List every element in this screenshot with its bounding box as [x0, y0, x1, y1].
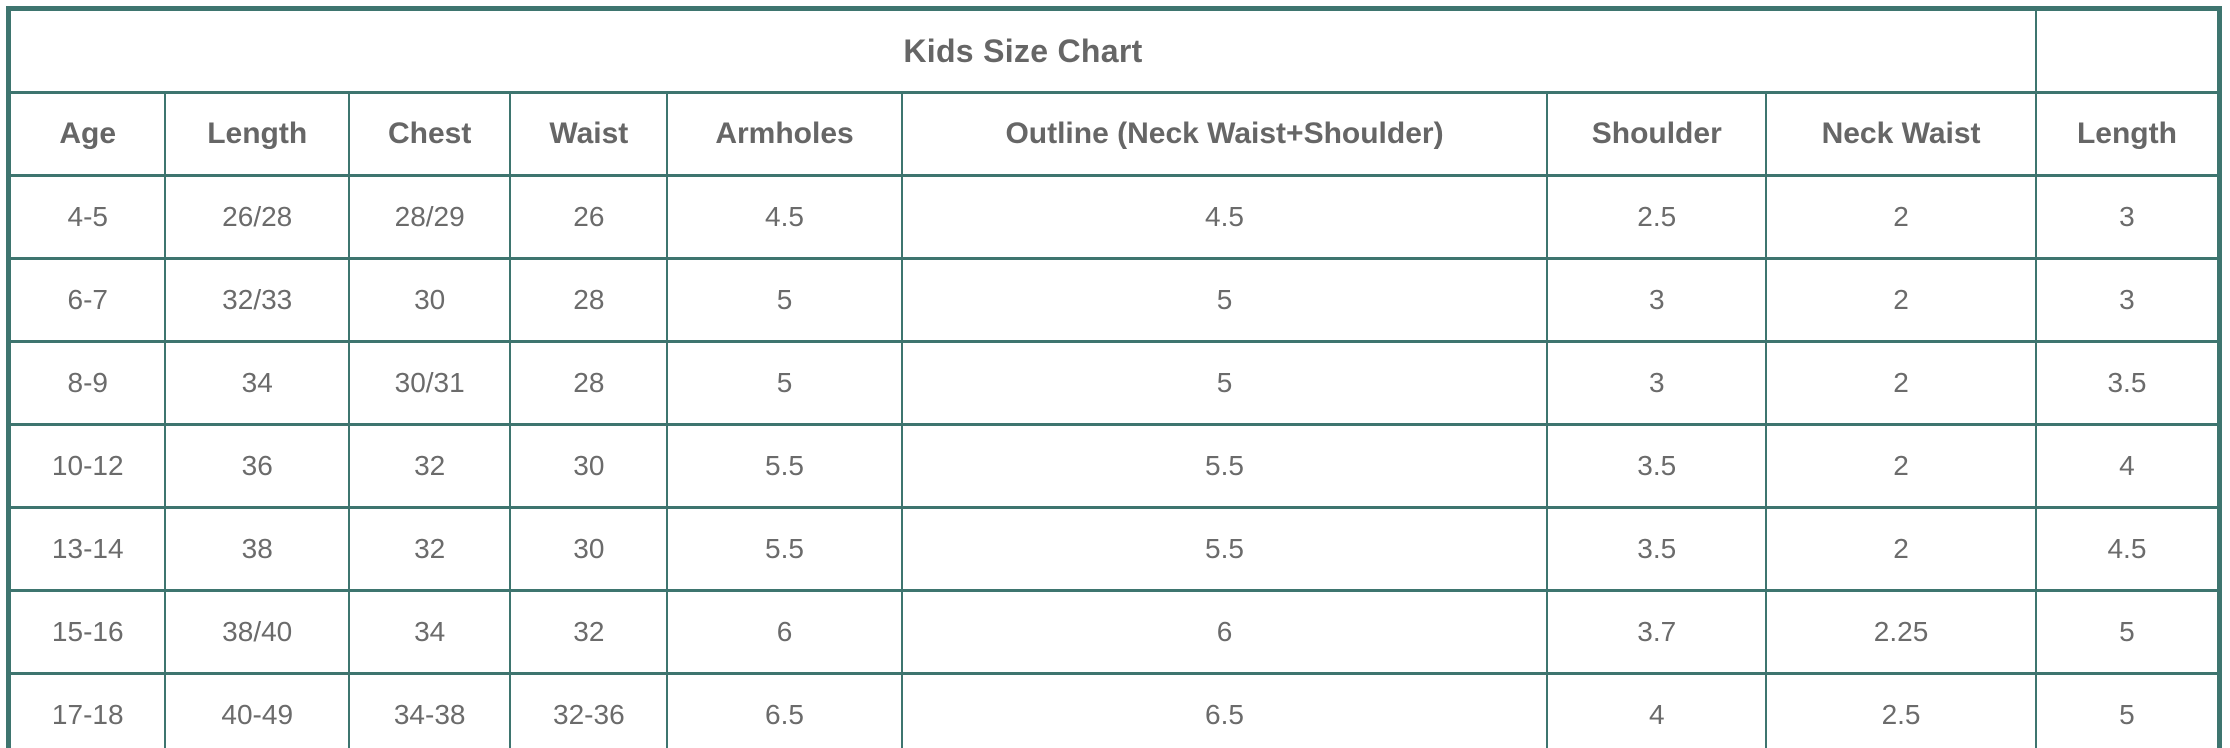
- table-cell: 2.5: [1765, 672, 2037, 748]
- table-cell: 4-5: [7, 174, 167, 260]
- table-cell: 5: [2034, 672, 2221, 748]
- column-header-length: Length: [164, 91, 350, 177]
- table-cell: 4.5: [2034, 506, 2221, 592]
- table-row: 15-16 38/40 34 32 6 6 3.7 2.25 5: [7, 589, 2221, 675]
- table-cell: 5: [2034, 589, 2221, 675]
- table-cell: 5.5: [900, 506, 1549, 592]
- table-row: 10-12 36 32 30 5.5 5.5 3.5 2 4: [7, 423, 2221, 509]
- column-header-age: Age: [7, 91, 167, 177]
- table-cell: 10-12: [7, 423, 167, 509]
- column-header-armholes: Armholes: [666, 91, 903, 177]
- title-row-empty-cell: [2034, 7, 2221, 94]
- table-body: 4-5 26/28 28/29 26 4.5 4.5 2.5 2 3 6-7 32/33 30 28 5 5…: [7, 174, 2221, 748]
- table-cell: 30: [509, 506, 669, 592]
- table-cell: 2: [1765, 340, 2037, 426]
- table-cell: 28/29: [347, 174, 512, 260]
- table-cell: 2.25: [1765, 589, 2037, 675]
- table-cell: 5.5: [900, 423, 1549, 509]
- table-cell: 5.5: [666, 423, 903, 509]
- table-cell: 8-9: [7, 340, 167, 426]
- table-row: 4-5 26/28 28/29 26 4.5 4.5 2.5 2 3: [7, 174, 2221, 260]
- table-cell: 5: [666, 340, 903, 426]
- column-header-chest: Chest: [347, 91, 512, 177]
- table-cell: 3: [1546, 257, 1768, 343]
- table-cell: 38: [164, 506, 350, 592]
- table-cell: 32/33: [164, 257, 350, 343]
- table-cell: 26/28: [164, 174, 350, 260]
- table-cell: 5: [900, 340, 1549, 426]
- table-cell: 6-7: [7, 257, 167, 343]
- table-cell: 6: [666, 589, 903, 675]
- table-cell: 3: [1546, 340, 1768, 426]
- table-cell: 32-36: [509, 672, 669, 748]
- table-cell: 4.5: [666, 174, 903, 260]
- table-cell: 4.5: [900, 174, 1549, 260]
- table-cell: 3: [2034, 174, 2221, 260]
- table-cell: 5: [666, 257, 903, 343]
- table-cell: 40-49: [164, 672, 350, 748]
- table-cell: 38/40: [164, 589, 350, 675]
- table-cell: 6.5: [900, 672, 1549, 748]
- table-cell: 3: [2034, 257, 2221, 343]
- table-cell: 36: [164, 423, 350, 509]
- table-cell: 2: [1765, 257, 2037, 343]
- table-cell: 32: [347, 506, 512, 592]
- table-cell: 34-38: [347, 672, 512, 748]
- table-cell: 2.5: [1546, 174, 1768, 260]
- column-header-shoulder: Shoulder: [1546, 91, 1768, 177]
- table-cell: 2: [1765, 423, 2037, 509]
- table-cell: 17-18: [7, 672, 167, 748]
- table-cell: 34: [164, 340, 350, 426]
- table-cell: 4: [1546, 672, 1768, 748]
- table-cell: 6.5: [666, 672, 903, 748]
- table-cell: 34: [347, 589, 512, 675]
- table-cell: 3.5: [1546, 506, 1768, 592]
- header-row: Age Length Chest Waist Armholes Outline (Neck…: [7, 91, 2221, 177]
- column-header-neck-waist: Neck Waist: [1765, 91, 2037, 177]
- table-cell: 30: [347, 257, 512, 343]
- table-cell: 3.5: [2034, 340, 2221, 426]
- kids-size-chart-table: Kids Size Chart Age Length Chest Waist Armho…: [6, 6, 2222, 748]
- table-cell: 2: [1765, 174, 2037, 260]
- table-cell: 28: [509, 340, 669, 426]
- table-cell: 15-16: [7, 589, 167, 675]
- column-header-outline-neck-waist-shoulder: Outline (Neck Waist+Shoulder): [900, 91, 1549, 177]
- table-cell: 5: [900, 257, 1549, 343]
- table-row: 8-9 34 30/31 28 5 5 3 2 3.5: [7, 340, 2221, 426]
- column-header-length: Length: [2034, 91, 2221, 177]
- table-title: Kids Size Chart: [7, 7, 2037, 94]
- table-cell: 4: [2034, 423, 2221, 509]
- table-cell: 13-14: [7, 506, 167, 592]
- table-row: 6-7 32/33 30 28 5 5 3 2 3: [7, 257, 2221, 343]
- table-row: 13-14 38 32 30 5.5 5.5 3.5 2 4.5: [7, 506, 2221, 592]
- table-cell: 26: [509, 174, 669, 260]
- table-cell: 32: [347, 423, 512, 509]
- table-cell: 2: [1765, 506, 2037, 592]
- table-cell: 32: [509, 589, 669, 675]
- table-cell: 28: [509, 257, 669, 343]
- title-row: Kids Size Chart: [7, 7, 2221, 94]
- table-cell: 3.7: [1546, 589, 1768, 675]
- column-header-waist: Waist: [509, 91, 669, 177]
- table-cell: 30: [509, 423, 669, 509]
- table-cell: 6: [900, 589, 1549, 675]
- table-cell: 3.5: [1546, 423, 1768, 509]
- table-cell: 30/31: [347, 340, 512, 426]
- table-cell: 5.5: [666, 506, 903, 592]
- table-row: 17-18 40-49 34-38 32-36 6.5 6.5 4 2.5 5: [7, 672, 2221, 748]
